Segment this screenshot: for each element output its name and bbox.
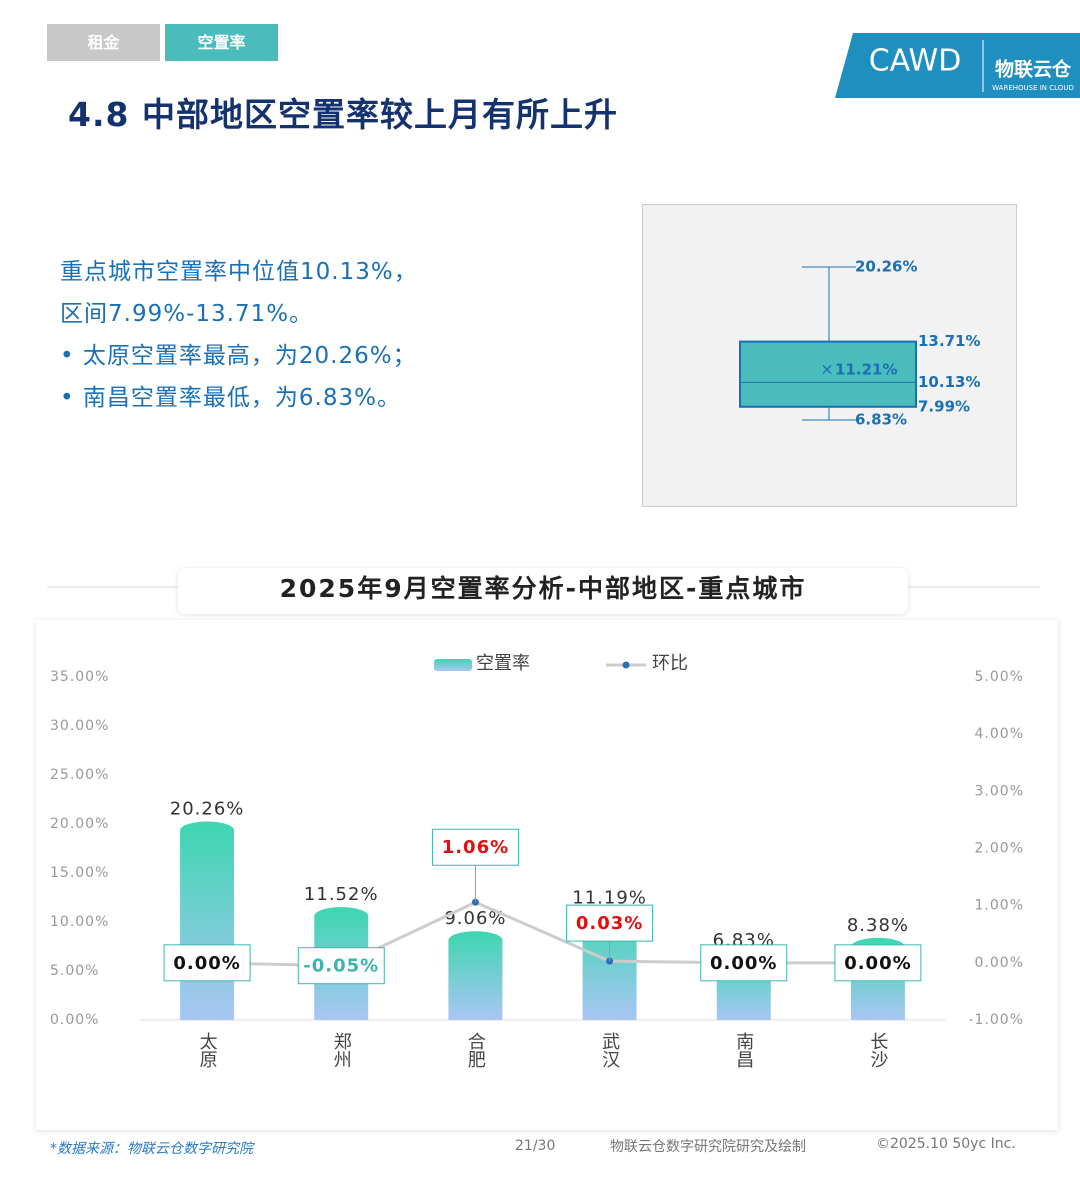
tab[interactable]: 租金 — [47, 24, 160, 61]
logo-brand: CAWD — [869, 44, 962, 79]
line-value-label: 0.00% — [173, 953, 240, 974]
y-tick-label: 15.00% — [50, 865, 109, 881]
bar — [180, 821, 235, 1020]
label-box — [700, 944, 788, 982]
legend-swatch — [434, 659, 472, 671]
box-label: 7.99% — [918, 397, 970, 415]
box — [739, 340, 917, 408]
label-box — [834, 944, 922, 982]
y2-tick-label: 5.00% — [975, 669, 1024, 685]
line-value-label: 1.06% — [442, 837, 509, 858]
y-tick-label: 10.00% — [50, 914, 109, 930]
line-value-label: 0.00% — [710, 953, 777, 974]
bullet-text: 太原空置率最高，为20.26%； — [82, 343, 417, 369]
y2-tick-label: -1.00% — [968, 1012, 1024, 1028]
box-label: 11.21% — [835, 361, 897, 379]
summary-line: 区间7.99%-13.71%。 — [60, 301, 314, 327]
y2-tick-label: 3.00% — [975, 783, 1024, 799]
y2-tick-label: 4.00% — [975, 726, 1024, 742]
x-tick-label: 长沙 — [867, 1032, 888, 1068]
label-box — [163, 944, 251, 982]
box-label: 20.26% — [855, 258, 917, 276]
y-tick-label: 30.00% — [50, 718, 109, 734]
y-tick-label: 35.00% — [50, 669, 109, 685]
box-label: 10.13% — [918, 373, 980, 391]
y2-tick-label: 0.00% — [975, 955, 1024, 971]
y-tick-label: 0.00% — [50, 1012, 99, 1028]
boxplot: × 20.26% 6.83% 13.71% 10.13% 7.99% 11.21% — [642, 204, 1017, 507]
label-box — [566, 904, 654, 942]
chart-title: 2025年9月空置率分析-中部地区-重点城市 — [280, 574, 807, 603]
page-title: 4.8 中部地区空置率较上月有所上升 — [68, 95, 618, 134]
x-tick-label: 郑州 — [331, 1032, 352, 1068]
legend-dot — [622, 661, 630, 669]
bar — [448, 931, 503, 1020]
legend-label: 环比 — [652, 653, 688, 674]
y-tick-label: 25.00% — [50, 767, 109, 783]
y-tick-label: 20.00% — [50, 816, 109, 832]
page-number: 21/30 — [515, 1138, 556, 1154]
mean-marker: × — [820, 360, 833, 379]
x-tick-label: 合肥 — [465, 1032, 486, 1068]
logo: CAWD 物联云仓 WAREHOUSE IN CLOUD — [835, 33, 1080, 98]
copyright: ©2025.10 50yc Inc. — [876, 1136, 1016, 1152]
bar-value-label: 20.26% — [170, 798, 245, 819]
legend-label: 空置率 — [476, 653, 530, 674]
x-tick-label: 南昌 — [733, 1032, 754, 1068]
bar-value-label: 11.52% — [304, 884, 379, 905]
label-box — [431, 828, 519, 866]
y-tick-label: 5.00% — [50, 963, 99, 979]
logo-sub: WAREHOUSE IN CLOUD — [992, 84, 1074, 92]
label-box — [297, 947, 385, 985]
y2-tick-label: 1.00% — [975, 898, 1024, 914]
x-tick-label: 太原 — [197, 1032, 218, 1068]
bar-value-label: 11.19% — [572, 887, 647, 908]
x-tick-label: 武汉 — [599, 1032, 620, 1068]
logo-name: 物联云仓 — [995, 58, 1072, 81]
line-value-label: 0.00% — [844, 953, 911, 974]
bullet: • 太原空置率最高，为20.26%； — [60, 343, 417, 369]
tab[interactable]: 空置率 — [165, 24, 278, 61]
box-label: 13.71% — [918, 332, 980, 350]
box-label: 6.83% — [855, 411, 907, 429]
bullet-text: 南昌空置率最低，为6.83%。 — [82, 385, 401, 411]
source: *数据来源：物联云仓数字研究院 — [50, 1141, 253, 1157]
bar-value-label: 8.38% — [847, 915, 909, 936]
line-point — [471, 898, 479, 906]
bar-value-label: 9.06% — [444, 908, 506, 929]
chart: 2025年9月空置率分析-中部地区-重点城市 0.00% 5.00% 10.00% 1… — [36, 568, 1058, 1130]
line-value-label: 0.03% — [576, 913, 643, 934]
bullet: • 南昌空置率最低，为6.83%。 — [60, 385, 401, 411]
credit: 物联云仓数字研究院研究及绘制 — [610, 1139, 806, 1155]
y2-tick-label: 2.00% — [975, 841, 1024, 857]
line-value-label: -0.05% — [303, 956, 379, 977]
summary-line: 重点城市空置率中位值10.13%， — [60, 259, 418, 285]
